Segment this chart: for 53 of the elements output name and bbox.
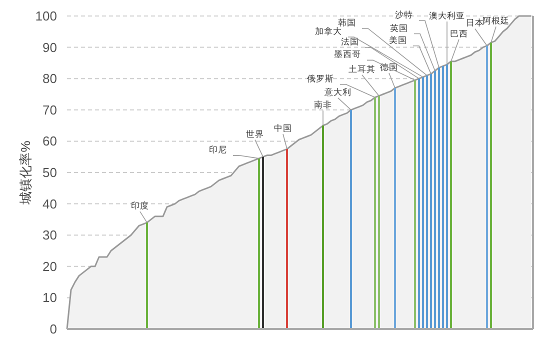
bar: [490, 42, 492, 329]
bar: [262, 156, 264, 329]
bar: [350, 110, 352, 329]
data-label: 德国: [380, 62, 398, 72]
data-label: 土耳其: [348, 64, 376, 74]
data-label: 日本: [466, 18, 484, 28]
bar: [146, 222, 148, 329]
data-label: 世界: [246, 128, 264, 139]
y-tick-label: 50: [42, 165, 57, 180]
bar: [442, 66, 444, 329]
data-label: 印度: [131, 200, 149, 211]
bar: [374, 97, 376, 329]
y-tick-label: 20: [42, 258, 57, 274]
data-label: 南非: [314, 100, 332, 110]
bar: [438, 68, 440, 329]
bar: [414, 80, 416, 329]
y-tick-label: 100: [35, 8, 57, 24]
bar: [422, 77, 424, 329]
data-label: 印尼: [209, 144, 227, 154]
bar: [426, 75, 428, 329]
data-label: 法国: [341, 36, 359, 47]
y-axis-title: 城镇化率%: [18, 140, 33, 206]
bar: [322, 126, 324, 329]
data-label: 巴西: [450, 28, 468, 38]
y-tick-label: 60: [42, 134, 57, 149]
data-label: 墨西哥: [334, 49, 361, 60]
data-label: 沙特: [395, 10, 413, 20]
y-tick-label: 80: [42, 71, 57, 86]
data-label: 阿根廷: [482, 16, 510, 26]
bar: [394, 88, 396, 329]
y-tick-label: 0: [50, 322, 57, 336]
y-tick-label: 30: [42, 228, 57, 243]
data-label: 韩国: [338, 17, 356, 28]
data-label: 英国: [390, 22, 408, 33]
bar: [378, 96, 380, 329]
bar: [434, 70, 436, 329]
y-tick-label: 70: [42, 102, 57, 118]
data-label: 澳大利亚: [429, 10, 465, 21]
data-label: 中国: [274, 123, 292, 134]
bar: [430, 74, 432, 329]
data-label: 美国: [389, 34, 407, 45]
bar: [286, 149, 288, 329]
bar: [258, 158, 260, 329]
bar: [418, 78, 420, 329]
y-tick-label: 40: [42, 196, 57, 212]
data-label: 加拿大: [315, 26, 342, 36]
bar: [446, 64, 448, 329]
bar: [486, 46, 488, 329]
bar: [450, 61, 452, 329]
y-tick-label: 90: [42, 40, 57, 55]
data-label: 意大利: [324, 86, 352, 97]
y-tick-label: 10: [42, 290, 57, 306]
data-label: 俄罗斯: [307, 73, 334, 84]
